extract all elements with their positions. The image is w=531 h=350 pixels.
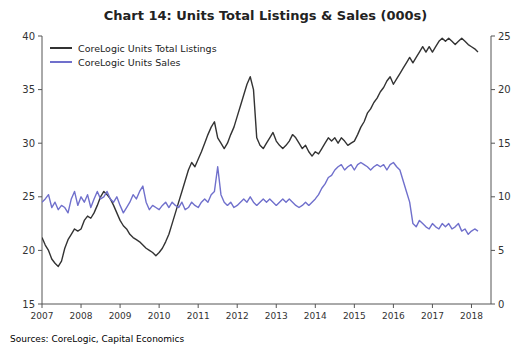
legend: CoreLogic Units Total Listings CoreLogic … [50, 43, 217, 68]
x-tick [159, 304, 160, 308]
y2-tick-label: 20 [498, 84, 511, 95]
x-tick-label: 2015 [343, 311, 366, 321]
x-tick [432, 304, 433, 308]
x-tick [354, 304, 355, 308]
y-tick [38, 143, 42, 144]
x-tick [393, 304, 394, 308]
chart: Chart 14: Units Total Listings & Sales (… [0, 0, 531, 350]
y-tick-label: 20 [22, 245, 35, 256]
title: Chart 14: Units Total Listings & Sales (… [104, 8, 428, 23]
y2-tick-label: 5 [498, 245, 504, 256]
x-tick-label: 2010 [148, 311, 171, 321]
y-tick-label: 15 [22, 299, 35, 310]
x-tick-label: 2012 [226, 311, 249, 321]
y2-tick [491, 36, 495, 37]
y2-tick-label: 15 [498, 138, 511, 149]
y2-tick-label: 10 [498, 191, 511, 202]
y-tick [38, 36, 42, 37]
y-tick-label: 40 [22, 31, 35, 42]
x-tick [42, 304, 43, 308]
series-line [42, 38, 478, 266]
y-tick-label: 25 [22, 191, 35, 202]
y-tick-label: 35 [22, 84, 35, 95]
legend-swatch [50, 61, 72, 63]
x-tick-label: 2008 [70, 311, 93, 321]
x-axis-line [42, 304, 491, 305]
y-tick [38, 250, 42, 251]
x-tick [276, 304, 277, 308]
y-axis-line [42, 36, 43, 304]
y2-axis-line [491, 36, 492, 304]
y2-tick [491, 89, 495, 90]
x-tick [315, 304, 316, 308]
y-tick [38, 304, 42, 305]
y2-tick [491, 143, 495, 144]
source-note: Sources: CoreLogic, Capital Economics [10, 334, 185, 344]
x-tick-label: 2016 [382, 311, 405, 321]
y2-tick-label: 25 [498, 31, 511, 42]
y2-tick-label: 0 [498, 299, 504, 310]
x-tick-label: 2007 [31, 311, 54, 321]
legend-swatch [50, 47, 72, 49]
x-tick-label: 2013 [265, 311, 288, 321]
y-tick [38, 89, 42, 90]
series-line [42, 163, 478, 235]
x-tick-label: 2009 [109, 311, 132, 321]
legend-label: CoreLogic Units Sales [78, 57, 180, 68]
y-tick [38, 196, 42, 197]
x-tick-label: 2017 [421, 311, 444, 321]
x-tick [237, 304, 238, 308]
y2-tick [491, 196, 495, 197]
chart-container: Chart 14: Units Total Listings & Sales (… [0, 0, 531, 350]
x-tick-label: 2011 [187, 311, 210, 321]
x-tick [120, 304, 121, 308]
y2-tick [491, 304, 495, 305]
plot-area [42, 38, 478, 266]
x-tick-label: 2014 [304, 311, 327, 321]
x-tick [81, 304, 82, 308]
y2-tick [491, 250, 495, 251]
x-tick [198, 304, 199, 308]
x-tick-label: 2018 [460, 311, 483, 321]
y-tick-label: 30 [22, 138, 35, 149]
legend-label: CoreLogic Units Total Listings [78, 43, 217, 54]
x-tick [471, 304, 472, 308]
